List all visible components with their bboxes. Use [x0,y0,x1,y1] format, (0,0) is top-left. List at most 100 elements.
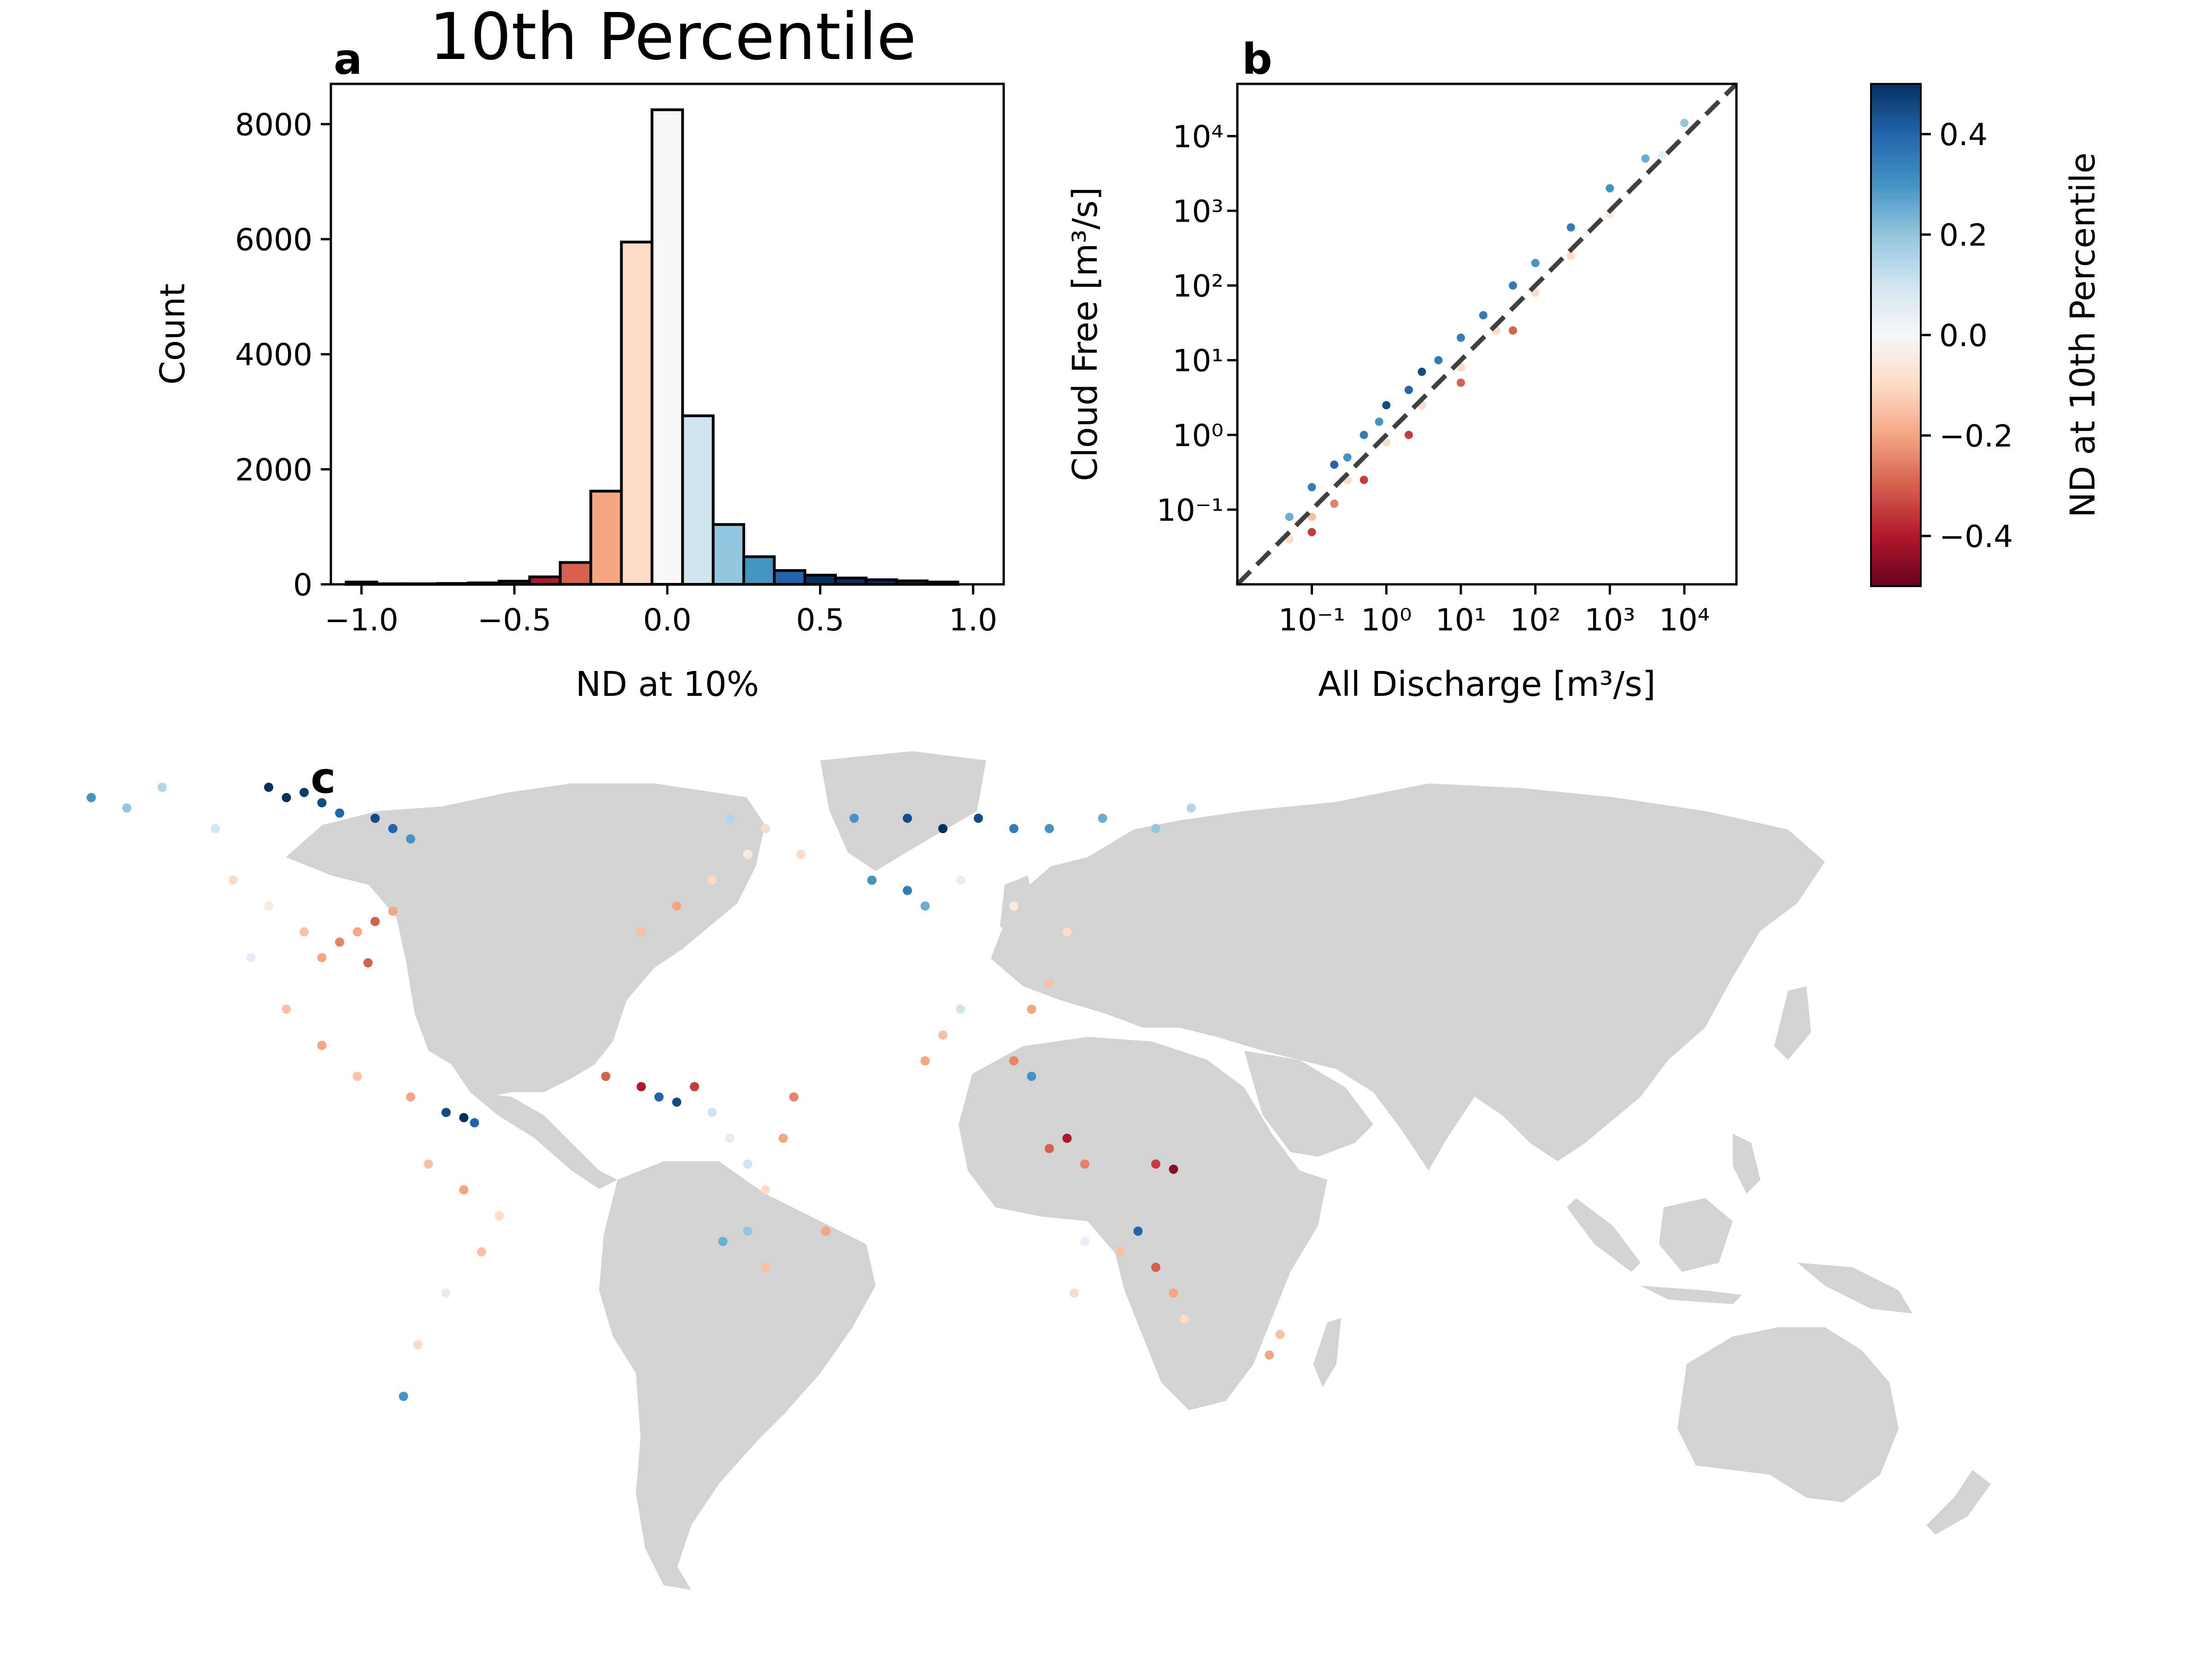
map-station-dot [1098,813,1107,823]
histogram-bar [803,574,837,586]
map-station-dot [849,813,859,823]
map-station-dot [1027,1005,1036,1014]
map-station-dot [867,876,877,885]
scatter-point [1359,430,1368,439]
land-central-america [470,1092,618,1189]
scatter-point [1307,528,1316,536]
map-station-dot [725,1134,735,1143]
map-station-dot [317,798,327,807]
panel-label-c: c [311,753,336,803]
map-station-dot [821,1226,830,1236]
scatter-point [1641,154,1650,163]
map-station-dot [1080,1237,1089,1246]
scatter-point [1509,326,1517,335]
map-station-dot [406,834,415,844]
map-station-dot [353,1071,362,1081]
map-station-dot [1265,1350,1274,1360]
histogram-x-tick-label: −0.5 [477,602,551,638]
land-new-zealand [1926,1470,1991,1535]
scatter-point [1434,356,1443,365]
scatter-panel: 10⁻¹10⁻¹10⁰10⁰10¹10¹10²10²10³10³10⁴10⁴Al… [1065,82,1738,704]
map-station-dot [778,1134,788,1143]
map-station-dot [211,824,220,833]
land-uk [1000,876,1037,940]
land-japan [1774,986,1811,1060]
map-station-dot [1045,824,1054,833]
map-station-dot [1187,803,1196,813]
map-station-dot [406,1092,415,1102]
map-station-dot [1027,1071,1036,1081]
map-station-dot [920,1056,930,1065]
map-station-dot [424,1159,433,1169]
histogram-y-tick-label: 4000 [235,337,312,373]
scatter-point [1343,453,1352,462]
map-station-dot [1009,824,1018,833]
map-station-dot [796,850,806,859]
map-station-dot [300,788,309,797]
scatter-point [1457,378,1465,387]
map-station-dot [459,1185,469,1194]
map-station-dot [413,1340,423,1349]
scatter-point [1531,259,1540,267]
map-station-dot [743,1159,753,1169]
map-land [286,751,1991,1590]
scatter-point [1404,430,1413,439]
histogram-bar [559,561,593,586]
map-station-dot [920,901,930,911]
scatter-point [1404,386,1413,394]
histogram-y-tick-label: 2000 [235,452,312,488]
histogram-x-label: ND at 10% [576,665,759,704]
map-station-dot [761,1263,770,1272]
scatter-y-tick-label: 10³ [1173,194,1224,229]
scatter-y-tick-label: 10⁴ [1173,119,1224,154]
map-station-dot [1275,1330,1285,1339]
land-greenland [820,751,986,871]
histogram-x-tick-label: 0.5 [796,602,844,638]
histogram-y-tick-label: 8000 [235,107,312,142]
map-station-dot [1151,1263,1160,1272]
scatter-y-tick-label: 10⁻¹ [1157,493,1224,528]
scatter-y-tick-label: 10² [1173,269,1224,304]
map-station-dot [264,782,273,792]
histogram-x-tick-label: 0.0 [643,602,692,638]
map-station-dot [672,901,682,911]
map-station-dot [743,1226,753,1236]
land-africa [959,1037,1327,1410]
map-station-dot [441,1288,451,1298]
scatter-point [1375,418,1383,426]
map-station-dot [956,1005,965,1014]
map-station-dot [371,917,380,926]
scatter-point [1658,151,1666,160]
scatter-x-tick-label: 10⁻¹ [1278,602,1345,638]
land-sumatra [1567,1198,1641,1272]
scatter-point [1566,223,1575,232]
land-eurasia [991,783,1825,1171]
map-station-dot [1009,901,1018,911]
map-station-dot [789,1092,799,1102]
map-station-dot [246,953,256,962]
map-station-dot [1169,1165,1178,1174]
scatter-point [1285,512,1294,521]
map-station-dot [761,1185,770,1194]
map-station-dot [441,1108,451,1117]
map-station-dot [1169,1288,1178,1298]
map-station-dot [87,793,96,802]
map-station-dot [1151,824,1160,833]
map-station-dot [1080,1159,1089,1169]
map-station-dot [1116,1247,1125,1257]
map-station-dot [1133,1226,1143,1236]
scatter-x-tick-label: 10³ [1584,602,1635,638]
scatter-x-label: All Discharge [m³/s] [1318,665,1655,704]
map-station-dot [761,824,770,833]
histogram-bar [650,108,684,586]
figure-title: 10th Percentile [429,0,917,75]
map-station-dot [300,927,309,936]
colorbar-gradient [1870,83,1922,587]
histogram-y-tick-label: 6000 [235,222,312,258]
map-station-dot [264,901,273,911]
map-station-dot [707,1108,717,1117]
map-station-dot [718,1237,728,1246]
land-new-guinea [1797,1263,1912,1313]
map-station-dot [1062,927,1072,936]
